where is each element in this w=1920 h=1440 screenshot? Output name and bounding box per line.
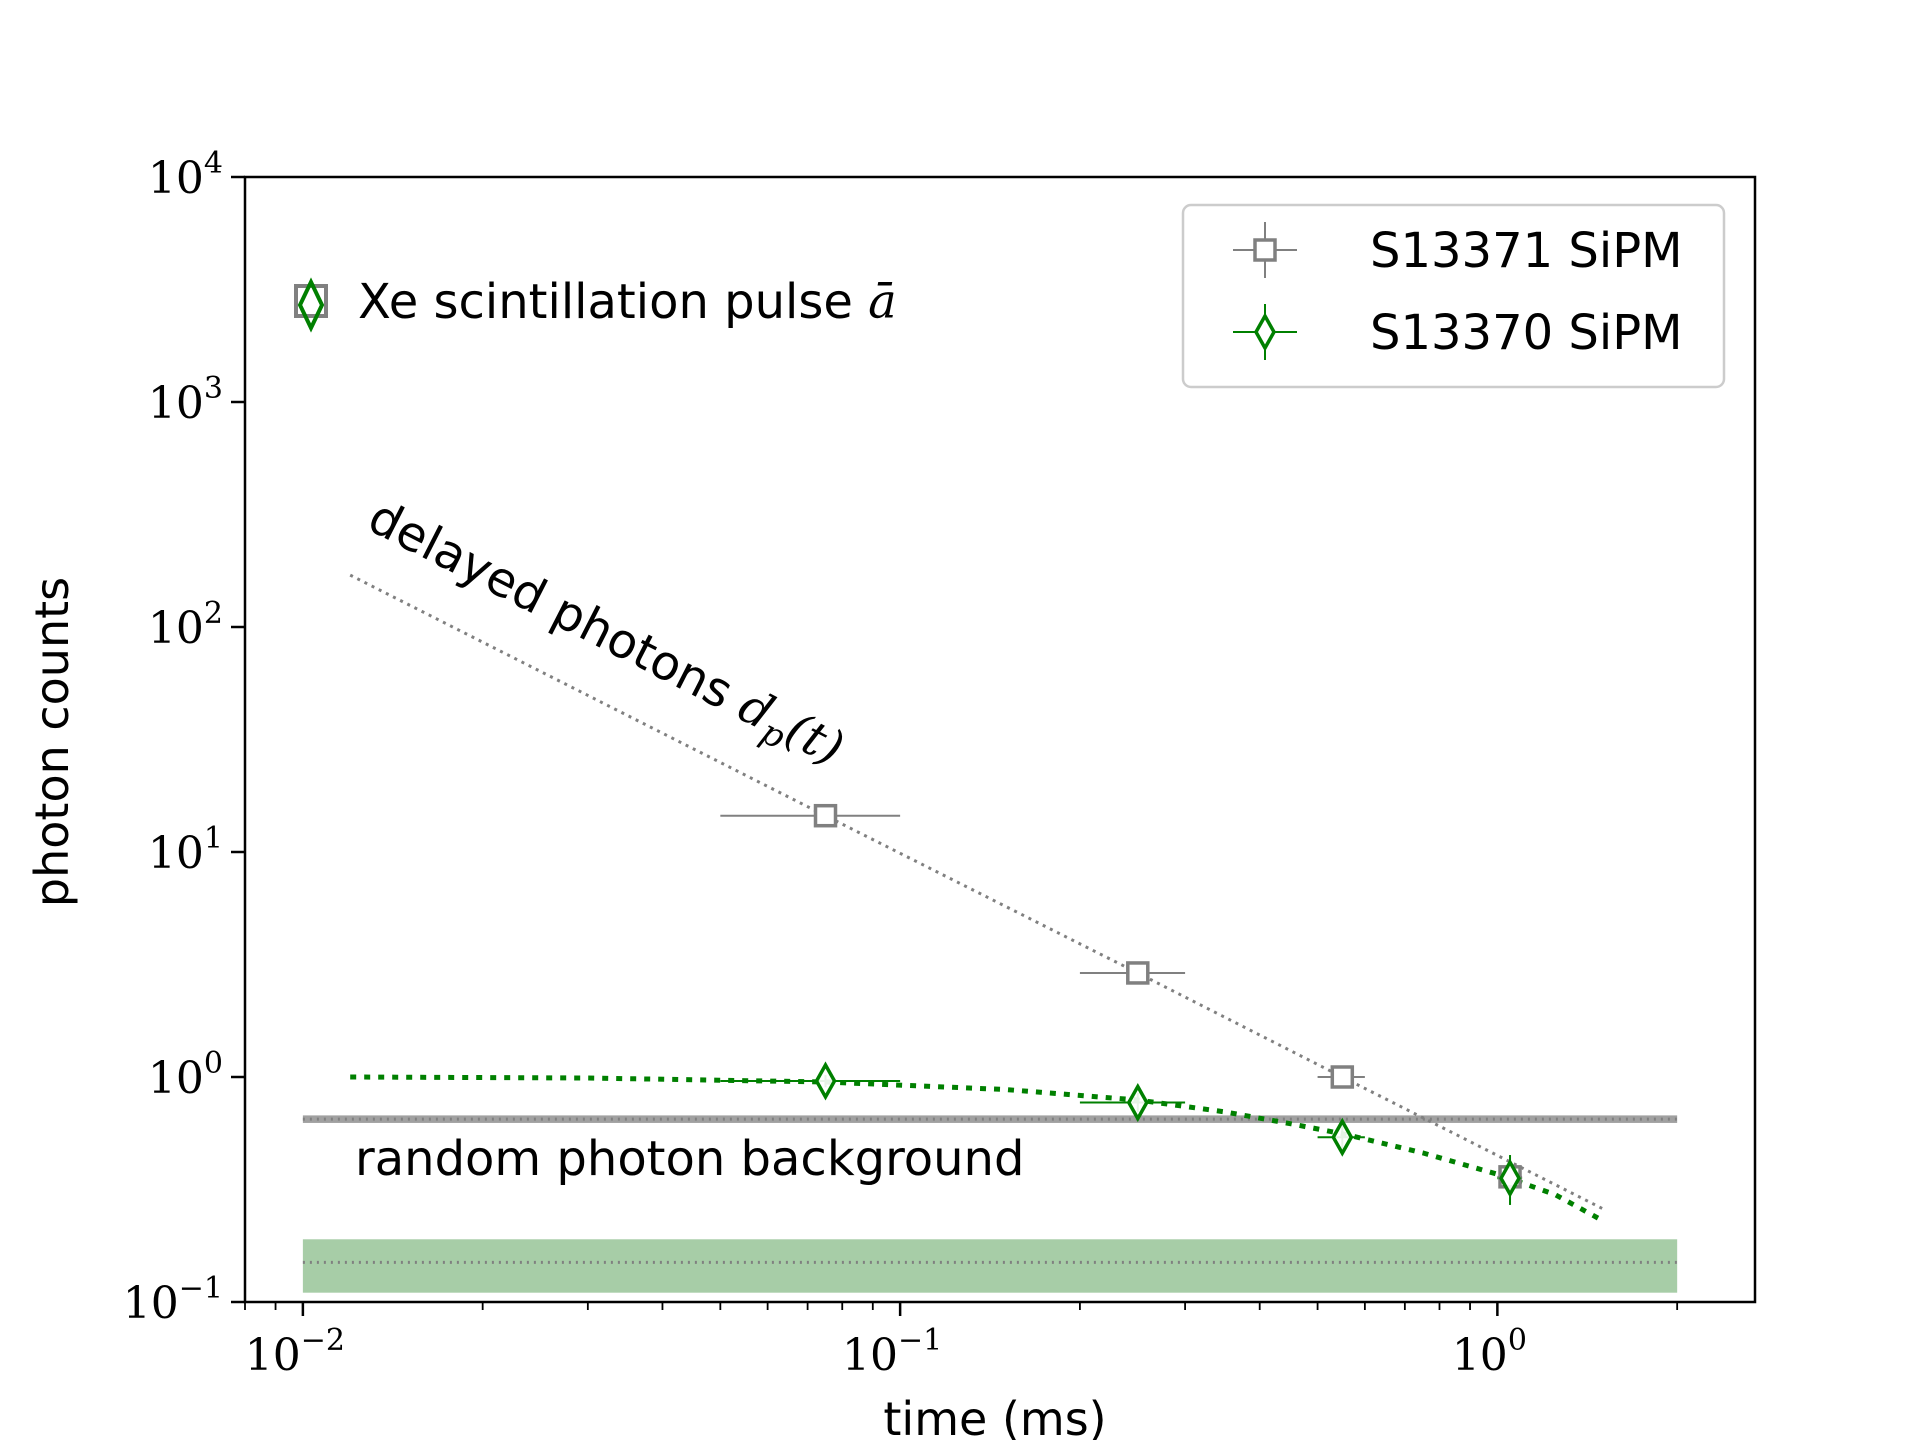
x-tick-label-2: 10−1 [842,1323,942,1381]
pulse-math: ā [868,274,897,330]
x-tick-label-3: 100 [1452,1323,1527,1381]
marker-s2-p4 [1499,1158,1522,1198]
fit-curve-1 [349,573,1604,1210]
y-tick-label-2: 100 [148,1046,223,1104]
y-tick-label-1: 10−1 [123,1271,223,1329]
y-tick-label-4: 102 [148,596,223,654]
legend-items: S13371 SiPM S13370 SiPM [1233,222,1683,361]
y-tick-label-3: 101 [148,821,223,879]
background-band-2 [302,1239,1678,1293]
legend: S13371 SiPM S13370 SiPM [1181,203,1726,389]
marker-s1-p3 [1330,1065,1355,1089]
marker-s1-p1 [813,803,838,828]
legend-label-1: S13371 SiPM [1370,223,1683,279]
marker-s2-p2 [1126,1082,1149,1123]
delayed-photons-text: delayed photons [360,489,756,728]
y-tick-label-5: 103 [148,371,223,429]
pulse-annotation: Xe scintillation pulse ā [358,274,897,330]
pulse-legend: Xe scintillation pulse ā [294,274,897,333]
legend-marker-1 [1253,238,1277,262]
marker-s2-p1 [814,1061,837,1101]
pulse-diamond-icon [297,277,325,333]
background-annotation: random photon background [355,1131,1024,1187]
marker-s1-p2 [1126,961,1150,985]
pulse-text: Xe scintillation pulse [358,274,868,330]
delayed-photons-annotation: delayed photons dp(t) [356,489,852,783]
x-tick-label-1: 10−2 [245,1323,345,1381]
legend-label-2: S13370 SiPM [1370,305,1683,361]
data-markers [813,803,1522,1198]
background-bands [302,1115,1678,1293]
x-axis-ticks: 10−2 10−1 100 [244,1302,1679,1381]
fit-curves [349,573,1604,1223]
x-axis-title: time (ms) [883,1392,1106,1440]
legend-box [1181,203,1726,389]
y-axis-ticks: 10−1 100 101 102 103 104 [123,146,245,1329]
marker-s2-p3 [1331,1117,1354,1157]
y-axis-title: photon counts [25,577,79,907]
legend-marker-2 [1253,312,1277,352]
delayed-photons-arg: (t) [777,701,853,777]
plot-frame [243,175,1757,1304]
y-tick-label-6: 104 [148,146,223,204]
